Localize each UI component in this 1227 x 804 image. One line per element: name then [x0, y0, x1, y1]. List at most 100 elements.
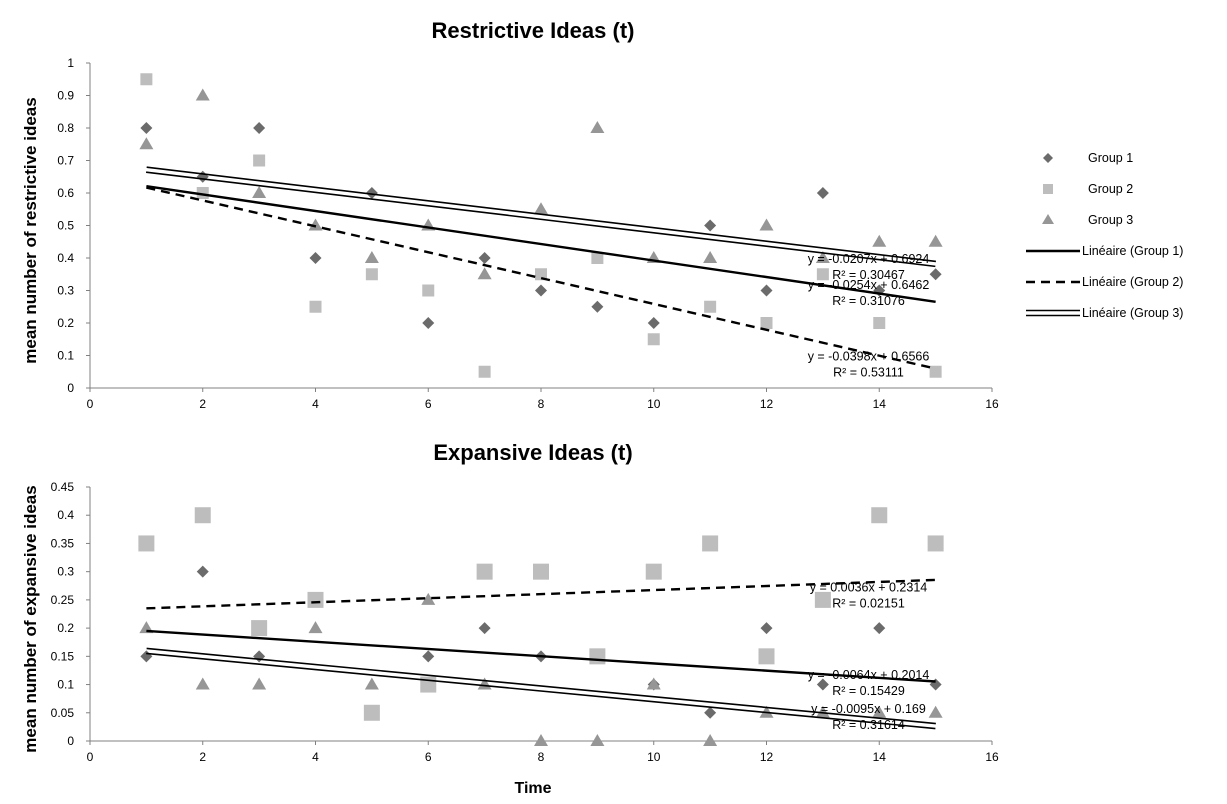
- data-point: [704, 219, 717, 232]
- data-point: [364, 251, 379, 263]
- data-point: [871, 507, 888, 524]
- data-point: [251, 620, 268, 637]
- data-point: [928, 234, 943, 247]
- data-point: [252, 677, 267, 690]
- triangle-icon: [1042, 214, 1054, 224]
- x-tick-label: 16: [985, 750, 999, 764]
- diamond-icon: [1043, 153, 1053, 163]
- data-point: [872, 705, 887, 718]
- data-point: [816, 268, 829, 281]
- data-point: [478, 365, 491, 378]
- y-tick-label: 0.35: [51, 536, 75, 550]
- data-point: [365, 187, 378, 199]
- trendline-r-squared: R² = 0.53111: [833, 365, 904, 379]
- data-point: [421, 592, 436, 605]
- x-tick-label: 12: [760, 397, 774, 411]
- data-point: [704, 300, 717, 313]
- data-point: [253, 650, 266, 663]
- data-point: [591, 300, 604, 313]
- trendline-equation: y = -0.0207x + 0.6924: [808, 252, 930, 266]
- x-tick-label: 10: [647, 750, 661, 764]
- data-point: [534, 734, 548, 746]
- y-tick-label: 0.15: [51, 649, 75, 663]
- trendline-1: [146, 629, 936, 683]
- trendline-equation: y = -0.0095x + 0.169: [811, 702, 926, 716]
- data-point: [138, 535, 155, 552]
- series-group-2: [138, 507, 944, 721]
- y-tick-label: 0.1: [57, 349, 74, 363]
- data-point: [309, 252, 322, 264]
- data-point: [252, 186, 267, 198]
- y-tick-label: 0.4: [57, 251, 74, 265]
- x-tick-label: 4: [312, 750, 319, 764]
- data-point: [927, 535, 944, 552]
- trendline-r-squared: R² = 0.02151: [832, 596, 905, 610]
- data-point: [815, 251, 830, 263]
- y-tick-label: 0.45: [51, 480, 75, 494]
- data-point: [309, 300, 322, 313]
- data-point: [704, 706, 717, 719]
- data-point: [195, 88, 210, 101]
- data-point: [196, 170, 209, 183]
- y-tick-label: 0.3: [57, 565, 74, 579]
- legend-item: Linéaire (Group 2): [1026, 275, 1183, 289]
- y-tick-label: 0.2: [57, 316, 74, 330]
- y-axis-label: mean number of restrictive ideas: [21, 97, 40, 363]
- y-tick-label: 0.1: [57, 678, 74, 692]
- legend-label: Group 1: [1088, 151, 1133, 165]
- series-group-1: [140, 122, 942, 329]
- data-point: [478, 622, 491, 635]
- legend-label: Group 2: [1088, 182, 1133, 196]
- data-point: [140, 650, 153, 663]
- data-point: [872, 234, 887, 247]
- trendline-r-squared: R² = 0.15429: [832, 684, 905, 698]
- x-tick-label: 16: [985, 397, 999, 411]
- data-point: [140, 73, 153, 86]
- data-point: [758, 648, 775, 665]
- legend-item: Group 2: [1043, 182, 1133, 196]
- data-point: [477, 677, 492, 690]
- data-point: [478, 252, 491, 264]
- data-point: [816, 187, 829, 199]
- data-point: [760, 622, 773, 635]
- y-tick-label: 0.3: [57, 284, 74, 298]
- x-tick-label: 6: [425, 750, 432, 764]
- y-tick-label: 0: [67, 734, 74, 748]
- trendline-equation: y = 0.0036x + 0.2314: [810, 580, 928, 594]
- data-point: [363, 704, 380, 721]
- y-tick-label: 0.9: [57, 89, 74, 103]
- data-point: [535, 284, 547, 297]
- y-tick-label: 0.25: [51, 593, 75, 607]
- data-point: [760, 284, 773, 297]
- legend-label: Linéaire (Group 1): [1082, 244, 1183, 258]
- data-point: [364, 677, 379, 690]
- y-tick-label: 0.05: [51, 706, 75, 720]
- x-tick-label: 0: [87, 750, 94, 764]
- data-point: [308, 218, 323, 231]
- expansive-ideas-chart: Expansive Ideas (t) 0 0.05 0.1 0.15 0.2 0.25 0.…: [21, 440, 999, 797]
- data-point: [476, 563, 493, 580]
- legend-item: Linéaire (Group 3): [1026, 306, 1183, 320]
- y-tick-label: 0.7: [57, 154, 74, 168]
- data-point: [929, 365, 942, 378]
- data-point: [814, 591, 831, 608]
- data-point: [420, 676, 437, 693]
- x-tick-label: 6: [425, 397, 432, 411]
- data-point: [533, 563, 549, 580]
- x-tick-label: 0: [87, 397, 94, 411]
- data-point: [929, 268, 942, 281]
- data-point: [702, 535, 719, 552]
- data-point: [590, 121, 605, 133]
- y-tick-label: 0.5: [57, 219, 74, 233]
- series-group-3: [139, 88, 943, 280]
- data-point: [873, 317, 886, 329]
- data-point: [477, 267, 492, 280]
- legend-label: Linéaire (Group 3): [1082, 306, 1183, 320]
- data-point: [590, 734, 605, 746]
- y-tick-label: 0: [67, 381, 74, 395]
- x-tick-label: 8: [538, 750, 545, 764]
- data-point: [703, 734, 718, 746]
- trendline-3-a: [146, 652, 936, 730]
- data-point: [139, 137, 154, 150]
